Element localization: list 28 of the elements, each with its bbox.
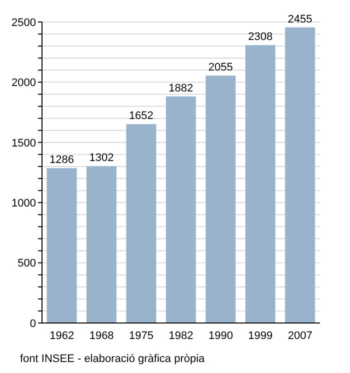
bar — [46, 168, 77, 323]
bar — [245, 45, 276, 323]
data-label: 1882 — [168, 82, 194, 94]
y-tick-label: 2500 — [12, 16, 36, 29]
data-label: 2308 — [248, 31, 273, 44]
data-label: 1286 — [50, 154, 74, 166]
bar — [86, 166, 116, 323]
x-tick-label: 1962 — [50, 330, 74, 342]
x-tick-label: 1990 — [208, 330, 233, 342]
y-tick-label: 2000 — [12, 77, 36, 90]
y-tick-label: 1500 — [12, 137, 36, 150]
data-label: 2455 — [288, 13, 312, 26]
text: font INSEE - elaboració gràfica pròpia — [20, 353, 205, 365]
bar — [126, 124, 156, 323]
x-tick-label: 1999 — [248, 330, 273, 342]
bar — [206, 76, 236, 323]
data-label: 1302 — [89, 152, 114, 164]
bar — [285, 27, 316, 323]
y-tick-label: 500 — [18, 258, 36, 270]
y-tick-label: 0 — [30, 318, 36, 330]
x-tick-label: 1982 — [168, 330, 194, 342]
x-tick-label: 1975 — [129, 330, 154, 342]
bar — [166, 96, 196, 323]
x-tick-label: 1968 — [89, 330, 114, 342]
y-tick-label: 1000 — [12, 198, 36, 210]
x-tick-label: 2007 — [288, 330, 312, 342]
data-label: 1652 — [128, 110, 154, 122]
data-label: 2055 — [208, 62, 233, 74]
